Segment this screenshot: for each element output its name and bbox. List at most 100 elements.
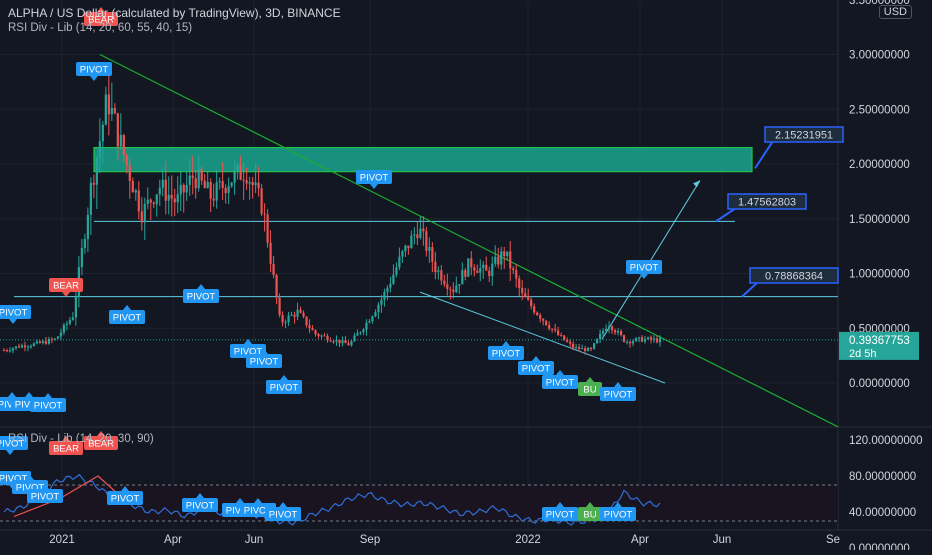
pivot-marker[interactable] — [542, 507, 578, 521]
candle-body — [554, 329, 557, 331]
candle-body — [167, 194, 170, 201]
pivot-marker[interactable] — [266, 380, 302, 394]
candle-body — [377, 304, 380, 313]
time-tick-label: 2022 — [515, 534, 541, 546]
pivot-marker[interactable] — [246, 354, 282, 368]
candle-body — [47, 339, 51, 344]
candle-body — [182, 184, 185, 193]
candle-body — [356, 333, 359, 336]
pivot-marker-pointer — [280, 375, 288, 380]
pivot-marker[interactable] — [182, 498, 218, 512]
candle-body — [548, 325, 551, 329]
candle-body — [452, 289, 455, 293]
candle-body — [146, 199, 149, 205]
pivot-marker[interactable] — [0, 305, 31, 319]
pivot-marker[interactable] — [600, 507, 636, 521]
candle-body — [344, 340, 347, 344]
candle-body — [209, 181, 212, 199]
bear-marker[interactable] — [84, 12, 118, 26]
candle-body — [527, 297, 530, 300]
candle-body — [188, 175, 191, 186]
pivot-marker[interactable] — [107, 491, 143, 505]
candle-body — [101, 124, 104, 142]
candle-body — [365, 322, 368, 330]
bear-marker-pointer — [97, 431, 105, 436]
candle-body — [557, 330, 560, 336]
pivot-marker[interactable] — [356, 170, 392, 184]
candle-body — [35, 341, 39, 344]
pivot-marker[interactable] — [109, 310, 145, 324]
indicator-legend[interactable]: RSI Div - Lib (14, 20, 60, 55, 40, 15) — [8, 22, 193, 34]
callout-leader — [754, 140, 774, 169]
pivot-marker[interactable] — [27, 489, 63, 503]
candle-body — [278, 297, 281, 316]
candle-body — [563, 335, 566, 341]
pivot-marker-label: PIVOT — [0, 439, 24, 450]
price-tick-label: 3.50000000 — [849, 0, 910, 7]
pivot-marker[interactable] — [265, 507, 301, 521]
candle-body — [152, 202, 155, 205]
time-tick-label: Apr — [631, 534, 649, 546]
candle-body — [137, 190, 140, 212]
candle-body — [410, 235, 413, 249]
rsi-legend[interactable]: RSI Div - Lib (14, 20, 30, 90) — [8, 433, 154, 445]
bull-marker-label: BU — [583, 385, 596, 396]
candle-body — [266, 214, 269, 243]
candle-body — [17, 346, 21, 348]
candle-body — [191, 175, 194, 179]
pivot-marker[interactable] — [0, 436, 28, 450]
price-tick-label: 2.00000000 — [849, 159, 910, 171]
bear-marker-pointer — [97, 7, 105, 12]
candle-body — [506, 251, 509, 257]
candle-body — [569, 341, 572, 344]
candle-body — [440, 270, 443, 281]
rsi-divergence-line — [13, 475, 119, 518]
bull-marker[interactable] — [578, 507, 602, 521]
candle-body — [539, 315, 542, 319]
candle-body — [272, 263, 275, 276]
candle-body — [311, 328, 314, 331]
pivot-marker[interactable] — [542, 375, 578, 389]
candle-body — [38, 341, 42, 343]
candle-body — [431, 247, 434, 262]
pivot-marker[interactable] — [518, 361, 554, 375]
candle-body — [305, 316, 308, 326]
pivot-marker-label: PIVOT — [630, 263, 659, 274]
bear-marker[interactable] — [84, 436, 118, 450]
pivot-marker[interactable] — [30, 398, 66, 412]
candle-body — [380, 299, 383, 305]
candle-body — [419, 228, 422, 239]
bear-marker[interactable] — [49, 441, 83, 455]
candle-body — [485, 264, 488, 271]
pivot-marker[interactable] — [600, 387, 636, 401]
bear-marker[interactable] — [49, 278, 83, 292]
last-price-tag — [839, 331, 919, 360]
pivot-marker-label: PIVOT — [269, 510, 298, 521]
candle-body — [329, 340, 332, 342]
price-tick-label: 3.00000000 — [849, 50, 910, 62]
bull-marker[interactable] — [578, 382, 602, 396]
candle-body — [533, 306, 536, 313]
candle-body — [155, 194, 158, 205]
candle-body — [251, 182, 254, 186]
price-tick-label: 2.50000000 — [849, 104, 910, 116]
currency-button[interactable]: USD — [878, 5, 912, 19]
candle-body — [173, 198, 176, 203]
candle-body — [455, 285, 458, 293]
pivot-marker[interactable] — [626, 260, 662, 274]
candle-body — [449, 288, 452, 290]
candle-body — [68, 319, 71, 324]
level-callout-label: 0.78868364 — [765, 271, 823, 283]
pivot-marker[interactable] — [76, 62, 112, 76]
price-tick-label: 1.50000000 — [849, 214, 910, 226]
candle-body — [515, 269, 518, 279]
pivot-marker-pointer — [556, 370, 564, 375]
pivot-marker[interactable] — [183, 289, 219, 303]
pivot-marker[interactable] — [488, 346, 524, 360]
bear-marker-label: BEAR — [88, 439, 114, 450]
candle-body — [206, 181, 209, 189]
candle-body — [227, 186, 230, 194]
candle-body — [491, 263, 494, 277]
